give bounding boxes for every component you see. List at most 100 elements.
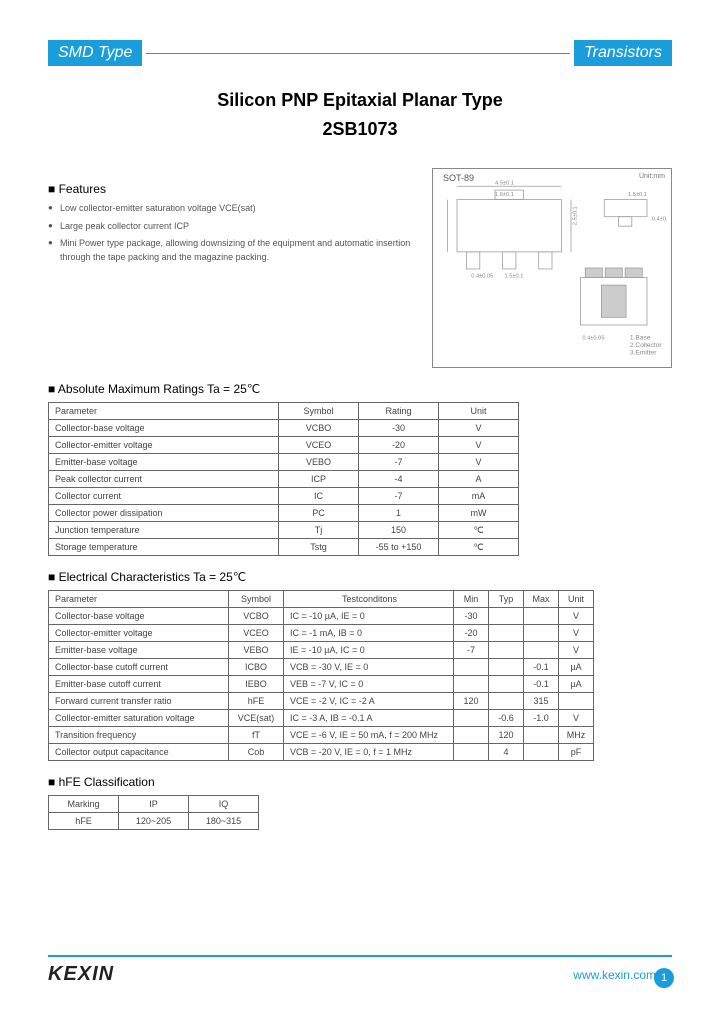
table-cell: 120 <box>454 693 489 710</box>
table-cell: IC = -10 µA, IE = 0 <box>284 608 454 625</box>
table-row: Collector power dissipationPC1mW <box>49 505 519 522</box>
table-header: IQ <box>189 796 259 813</box>
table-row: Forward current transfer ratiohFEVCE = -… <box>49 693 594 710</box>
table-cell: Storage temperature <box>49 539 279 556</box>
table-cell: Collector output capacitance <box>49 744 229 761</box>
table-cell: Peak collector current <box>49 471 279 488</box>
table-cell: mA <box>439 488 519 505</box>
unit-label: Unit:mm <box>639 173 665 180</box>
table-header: Unit <box>559 591 594 608</box>
table-cell: 180~315 <box>189 813 259 830</box>
banner-left: SMD Type <box>48 40 142 66</box>
table-cell: -55 to +150 <box>359 539 439 556</box>
hfe-table: MarkingIPIQ hFE120~205180~315 <box>48 795 259 830</box>
table-header: Parameter <box>49 591 229 608</box>
table-cell: -20 <box>359 437 439 454</box>
table-row: Collector-emitter voltageVCEO-20V <box>49 437 519 454</box>
table-cell: VEBO <box>229 642 284 659</box>
table-cell: -0.6 <box>489 710 524 727</box>
table-row: Collector-emitter voltageVCEOIC = -1 mA,… <box>49 625 594 642</box>
abs-max-heading: Absolute Maximum Ratings Ta = 25℃ <box>48 382 672 396</box>
features-block: Features Low collector-emitter saturatio… <box>48 168 414 368</box>
feature-item: Low collector-emitter saturation voltage… <box>48 202 414 216</box>
table-row: Collector currentIC-7mA <box>49 488 519 505</box>
table-cell <box>454 710 489 727</box>
table-cell: Collector-base voltage <box>49 608 229 625</box>
table-cell: VCBO <box>229 608 284 625</box>
table-cell: 1 <box>359 505 439 522</box>
table-cell: Cob <box>229 744 284 761</box>
svg-text:2.Collector: 2.Collector <box>630 342 663 349</box>
svg-text:1.5±0.1: 1.5±0.1 <box>628 192 647 198</box>
table-header: Unit <box>439 403 519 420</box>
feature-item: Mini Power type package, allowing downsi… <box>48 237 414 264</box>
svg-text:0.4±0.05: 0.4±0.05 <box>471 274 493 280</box>
table-cell: IC = -3 A, IB = -0.1 A <box>284 710 454 727</box>
hfe-heading: hFE Classification <box>48 775 672 789</box>
table-cell: ICBO <box>229 659 284 676</box>
table-cell: Collector-emitter voltage <box>49 625 229 642</box>
table-cell: Collector power dissipation <box>49 505 279 522</box>
table-cell: -30 <box>359 420 439 437</box>
table-cell: 150 <box>359 522 439 539</box>
table-cell: 120 <box>489 727 524 744</box>
table-cell: VCEO <box>229 625 284 642</box>
table-header: IP <box>119 796 189 813</box>
table-cell: V <box>559 608 594 625</box>
table-cell: -7 <box>359 488 439 505</box>
part-number: 2SB1073 <box>48 119 672 140</box>
table-cell <box>489 676 524 693</box>
table-cell <box>524 744 559 761</box>
table-row: Collector-emitter saturation voltageVCE(… <box>49 710 594 727</box>
table-cell: Collector-emitter voltage <box>49 437 279 454</box>
table-cell: 120~205 <box>119 813 189 830</box>
table-cell: V <box>439 420 519 437</box>
table-cell: ICP <box>279 471 359 488</box>
table-cell: Emitter-base voltage <box>49 454 279 471</box>
footer: KEXIN www.kexin.com.cn 1 <box>48 955 672 986</box>
table-cell: fT <box>229 727 284 744</box>
table-cell: Collector-base voltage <box>49 420 279 437</box>
table-cell: mW <box>439 505 519 522</box>
table-cell <box>559 693 594 710</box>
package-diagram: SOT-89 Unit:mm <box>432 168 672 368</box>
banner-right: Transistors <box>574 40 672 66</box>
table-cell: hFE <box>49 813 119 830</box>
svg-text:1.5±0.1: 1.5±0.1 <box>505 274 524 280</box>
table-cell: Junction temperature <box>49 522 279 539</box>
table-cell: Transition frequency <box>49 727 229 744</box>
table-cell: Forward current transfer ratio <box>49 693 229 710</box>
table-cell: VCE = -6 V, IE = 50 mA, f = 200 MHz <box>284 727 454 744</box>
table-cell: VEB = -7 V, IC = 0 <box>284 676 454 693</box>
table-cell: Tj <box>279 522 359 539</box>
table-cell <box>524 642 559 659</box>
table-header: Parameter <box>49 403 279 420</box>
table-cell: VCEO <box>279 437 359 454</box>
table-row: Collector output capacitanceCobVCB = -20… <box>49 744 594 761</box>
table-cell: MHz <box>559 727 594 744</box>
table-cell: -7 <box>454 642 489 659</box>
abs-max-table: ParameterSymbolRatingUnit Collector-base… <box>48 402 519 556</box>
table-cell: IE = -10 µA, IC = 0 <box>284 642 454 659</box>
table-row: Collector-base voltageVCBO-30V <box>49 420 519 437</box>
elec-table: ParameterSymbolTestconditonsMinTypMaxUni… <box>48 590 594 761</box>
table-cell: Collector-base cutoff current <box>49 659 229 676</box>
table-cell: VCE(sat) <box>229 710 284 727</box>
svg-text:1.6±0.1: 1.6±0.1 <box>495 192 514 198</box>
table-cell <box>489 693 524 710</box>
table-cell: IC <box>279 488 359 505</box>
table-row: Transition frequencyfTVCE = -6 V, IE = 5… <box>49 727 594 744</box>
banner-divider <box>146 53 570 54</box>
table-cell: 315 <box>524 693 559 710</box>
table-row: Peak collector currentICP-4A <box>49 471 519 488</box>
table-cell: -7 <box>359 454 439 471</box>
table-header: Min <box>454 591 489 608</box>
svg-text:2.5±0.1: 2.5±0.1 <box>573 206 579 225</box>
table-cell: Collector-emitter saturation voltage <box>49 710 229 727</box>
header-banner: SMD Type Transistors <box>48 40 672 66</box>
table-cell: -1.0 <box>524 710 559 727</box>
table-cell: V <box>439 454 519 471</box>
svg-text:4.5±0.1: 4.5±0.1 <box>495 180 514 186</box>
table-cell: Collector current <box>49 488 279 505</box>
table-cell: Tstg <box>279 539 359 556</box>
